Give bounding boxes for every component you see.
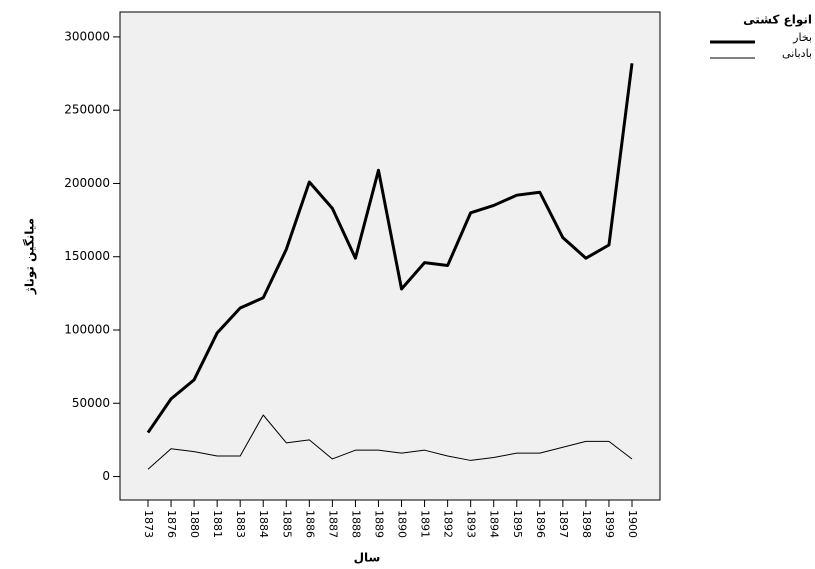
x-tick-label: 1896 — [534, 510, 547, 538]
x-tick-label: 1880 — [188, 510, 201, 538]
y-tick-label: 0 — [102, 469, 110, 483]
legend-label: بادبانی — [782, 47, 812, 60]
y-tick-label: 100000 — [64, 323, 110, 337]
x-tick-label: 1886 — [303, 510, 316, 538]
x-tick-label: 1889 — [372, 510, 385, 538]
legend-label: بخار — [792, 31, 812, 44]
x-tick-label: 1892 — [442, 510, 455, 538]
x-tick-label: 1893 — [465, 510, 478, 538]
legend-title: انواع کشتی — [743, 13, 812, 28]
series-line — [146, 63, 634, 434]
x-tick-label: 1897 — [557, 510, 570, 538]
x-tick-label: 1899 — [603, 510, 616, 538]
x-tick-label: 1876 — [165, 510, 178, 538]
plot-area — [119, 11, 661, 501]
series-line — [147, 414, 633, 470]
x-tick-label: 1900 — [626, 510, 639, 538]
x-tick-label: 1895 — [511, 510, 524, 538]
y-tick-label: 50000 — [72, 396, 110, 410]
x-tick-label: 1881 — [211, 510, 224, 538]
x-tick-label: 1891 — [419, 510, 432, 538]
x-tick-label: 1890 — [396, 510, 409, 538]
x-tick-label: 1883 — [234, 510, 247, 538]
x-axis-title: سال — [354, 551, 381, 565]
y-tick-label: 200000 — [64, 176, 110, 190]
x-tick-label: 1873 — [142, 510, 155, 538]
x-tick-label: 1898 — [580, 510, 593, 538]
x-tick-label: 1884 — [257, 510, 270, 538]
x-tick-label: 1894 — [488, 510, 501, 538]
x-tick-label: 1887 — [326, 510, 339, 538]
y-axis-title: میانگین توناژ — [23, 218, 38, 295]
y-tick-label: 250000 — [64, 103, 110, 117]
y-tick-label: 300000 — [64, 29, 110, 43]
x-tick-label: 1888 — [349, 510, 362, 538]
x-tick-label: 1885 — [280, 510, 293, 538]
y-tick-label: 150000 — [64, 249, 110, 263]
